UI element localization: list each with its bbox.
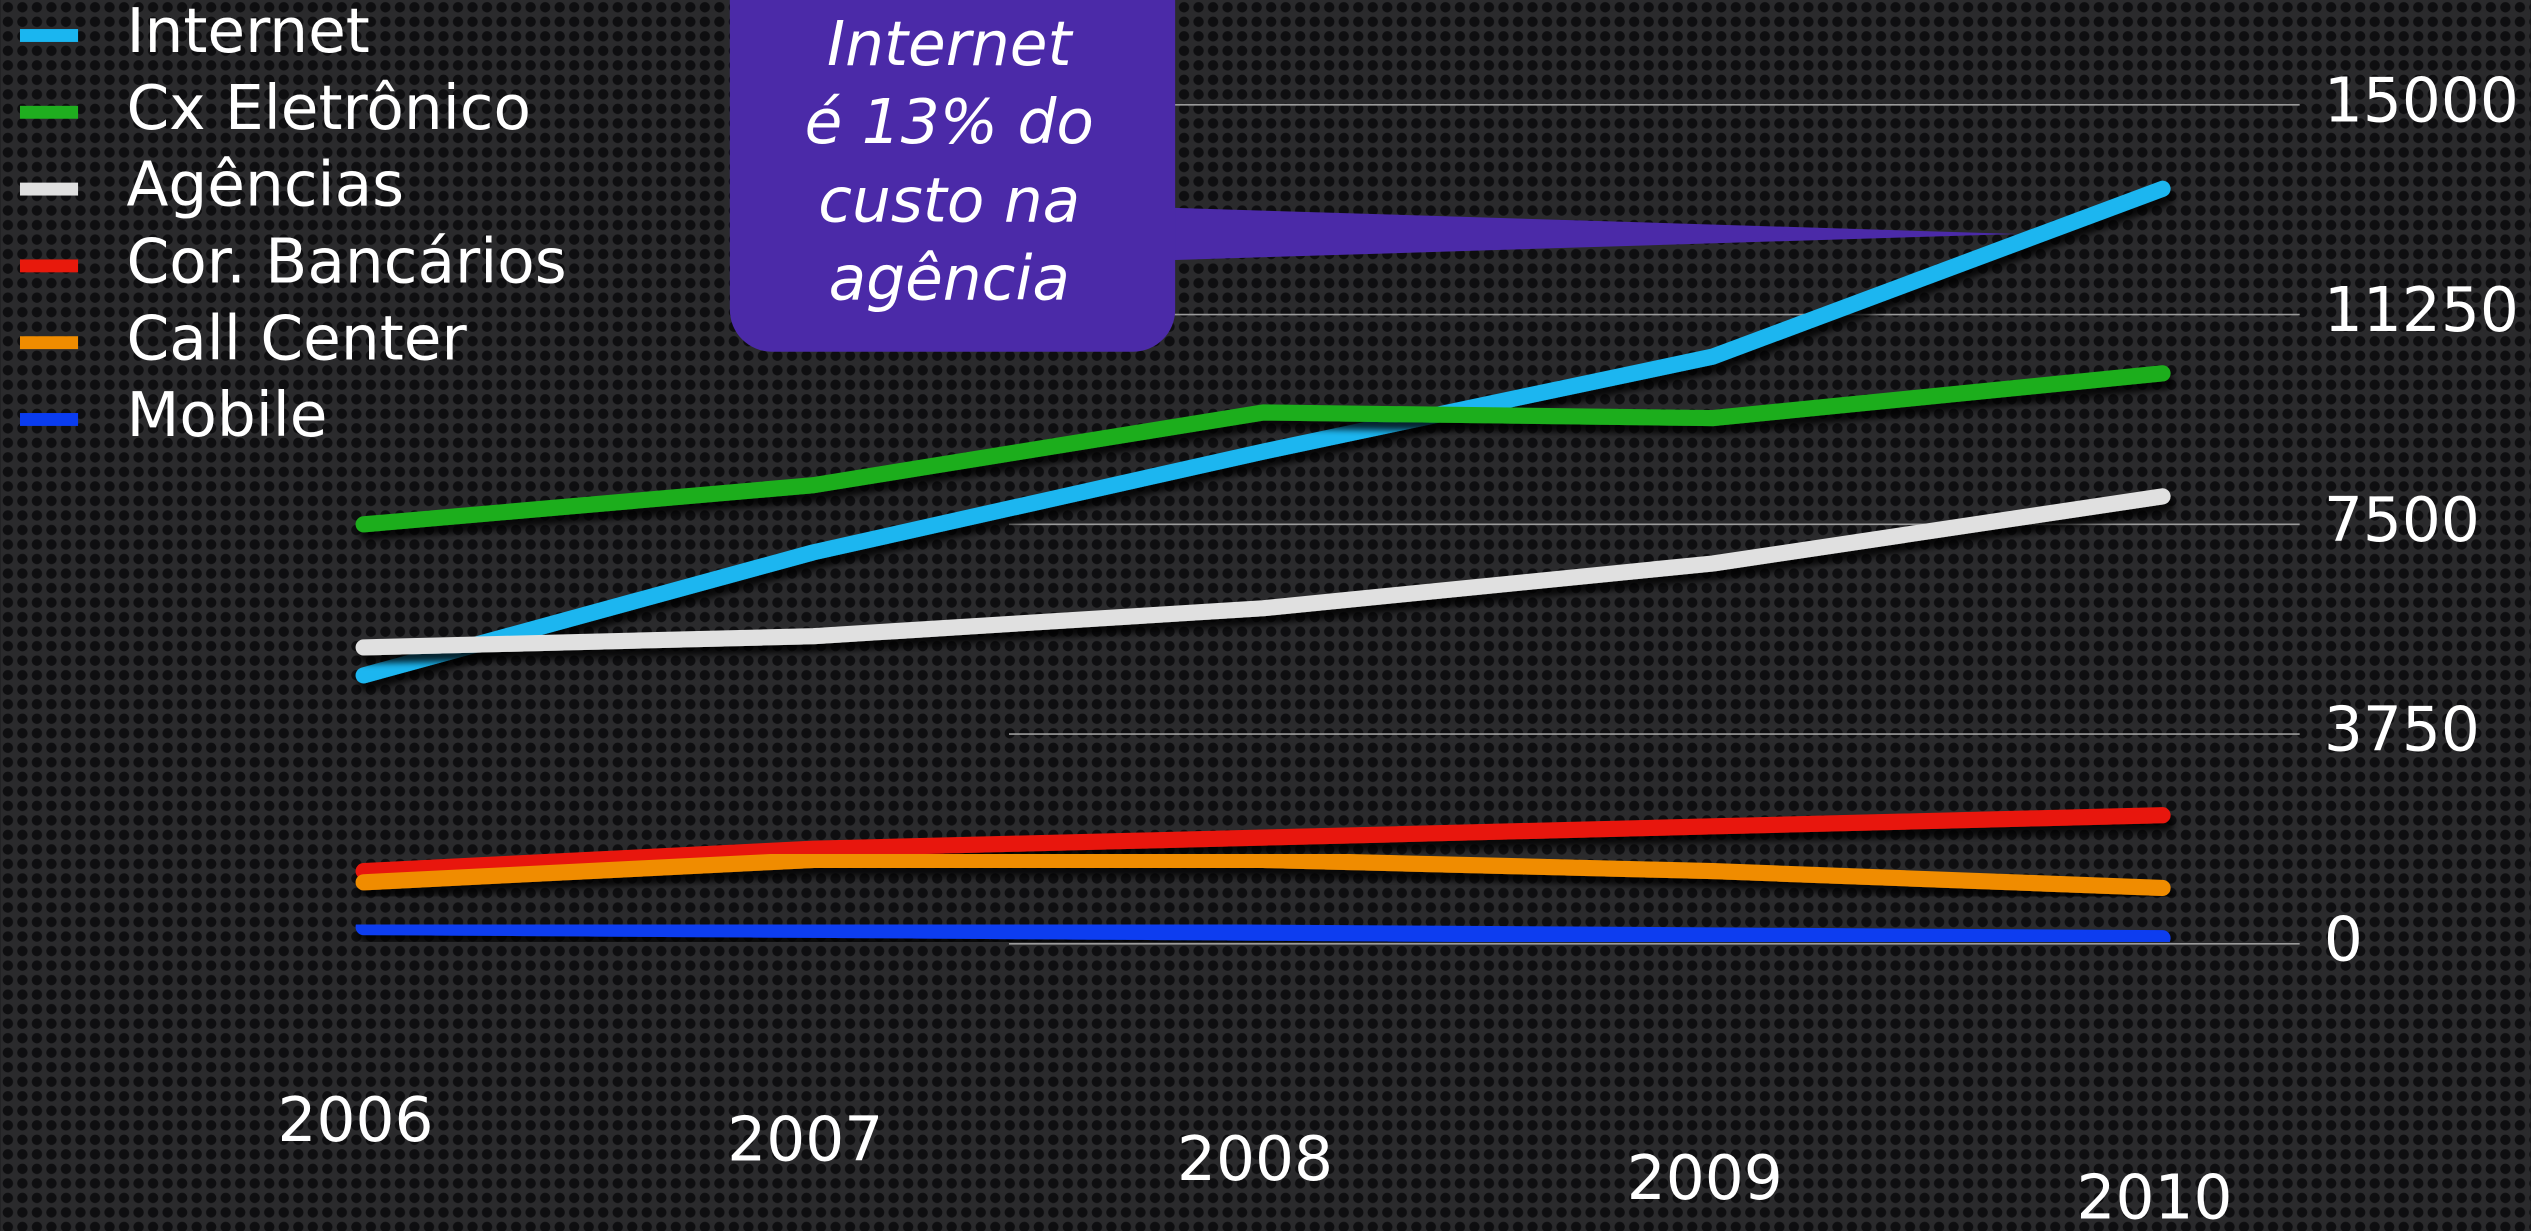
legend-swatch	[19, 413, 79, 426]
x-tick-label: 2006	[278, 1085, 434, 1156]
series-line	[355, 365, 2171, 533]
series-line	[355, 180, 2171, 684]
series-line	[355, 807, 2171, 880]
callout-text: é 13% do	[805, 87, 1094, 158]
callout-text: Internet	[827, 9, 1073, 80]
legend-swatch	[19, 29, 79, 42]
callout-text: custo na	[818, 165, 1080, 236]
y-tick-label: 3750	[2324, 695, 2480, 766]
x-tick-label: 2008	[1177, 1124, 1333, 1195]
grid: 0 3750 7500 11250 15000 2006 2007 2008 2009 2010	[278, 65, 2519, 1231]
legend-label: Call Center	[126, 303, 467, 374]
legend-label: Agências	[126, 150, 404, 221]
y-tick-label: 0	[2324, 904, 2363, 975]
series-line	[355, 851, 2171, 896]
x-tick-label: 2010	[2076, 1163, 2232, 1231]
legend-swatch	[19, 105, 79, 119]
legend-label: Internet	[126, 0, 369, 67]
y-tick-label: 7500	[2324, 485, 2480, 556]
y-tick-label: 11250	[2324, 275, 2519, 346]
callout-text: agência	[829, 244, 1070, 315]
legend-swatch	[19, 336, 79, 350]
legend-swatch	[19, 259, 79, 273]
series-line	[355, 488, 2171, 656]
y-tick-label: 15000	[2324, 65, 2519, 136]
x-tick-label: 2009	[1627, 1143, 1783, 1214]
callout-box	[729, 0, 1176, 352]
legend-label: Mobile	[126, 380, 327, 451]
callout-pointer	[1129, 206, 2018, 262]
legend-label: Cor. Bancários	[126, 226, 566, 297]
series-line	[355, 918, 2171, 947]
x-tick-label: 2007	[727, 1104, 883, 1175]
legend-label: Cx Eletrônico	[126, 73, 531, 144]
legend-swatch	[19, 182, 79, 196]
plot	[355, 180, 2171, 947]
